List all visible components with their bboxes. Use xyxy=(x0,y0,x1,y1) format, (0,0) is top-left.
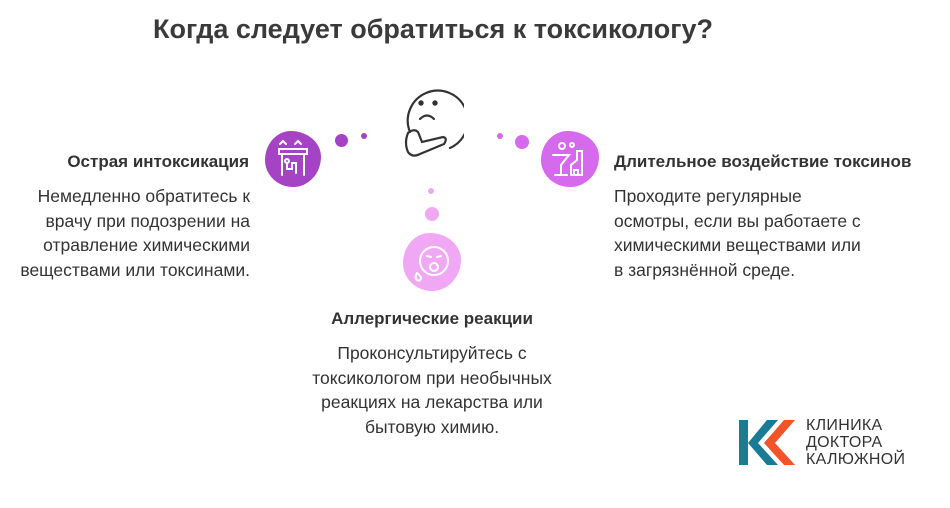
connector-dot xyxy=(425,207,439,221)
thinking-face-icon xyxy=(398,88,464,160)
connector-dot xyxy=(497,133,503,139)
logo-line: КАЛЮЖНОЙ xyxy=(806,451,906,468)
sick-face-icon xyxy=(403,233,461,291)
connector-dot xyxy=(428,188,434,194)
logo-line: КЛИНИКА xyxy=(806,417,883,434)
clinic-logo-text: КЛИНИКА ДОКТОРА КАЛЮЖНОЙ xyxy=(806,417,905,468)
item-description: Немедленно обратитесь к врачу при подозр… xyxy=(20,186,250,280)
item-description: Проконсультируйтесь с токсикологом при н… xyxy=(312,343,552,437)
connector-dot xyxy=(361,133,367,139)
item-heading: Острая интоксикация xyxy=(67,152,249,171)
clinic-logo xyxy=(737,416,797,468)
item-description: Проходите регулярные осмотры, если вы ра… xyxy=(614,186,861,280)
item-heading: Длительное воздействие токсинов xyxy=(614,152,912,171)
item-heading: Аллергические реакции xyxy=(331,309,533,328)
logo-line: ДОКТОРА xyxy=(806,434,883,451)
factory-chemicals-icon xyxy=(541,131,599,187)
connector-dot xyxy=(335,134,348,147)
page-title: Когда следует обратиться к токсикологу? xyxy=(153,14,713,44)
poisoning-icon xyxy=(265,131,321,187)
connector-dot xyxy=(515,135,529,149)
